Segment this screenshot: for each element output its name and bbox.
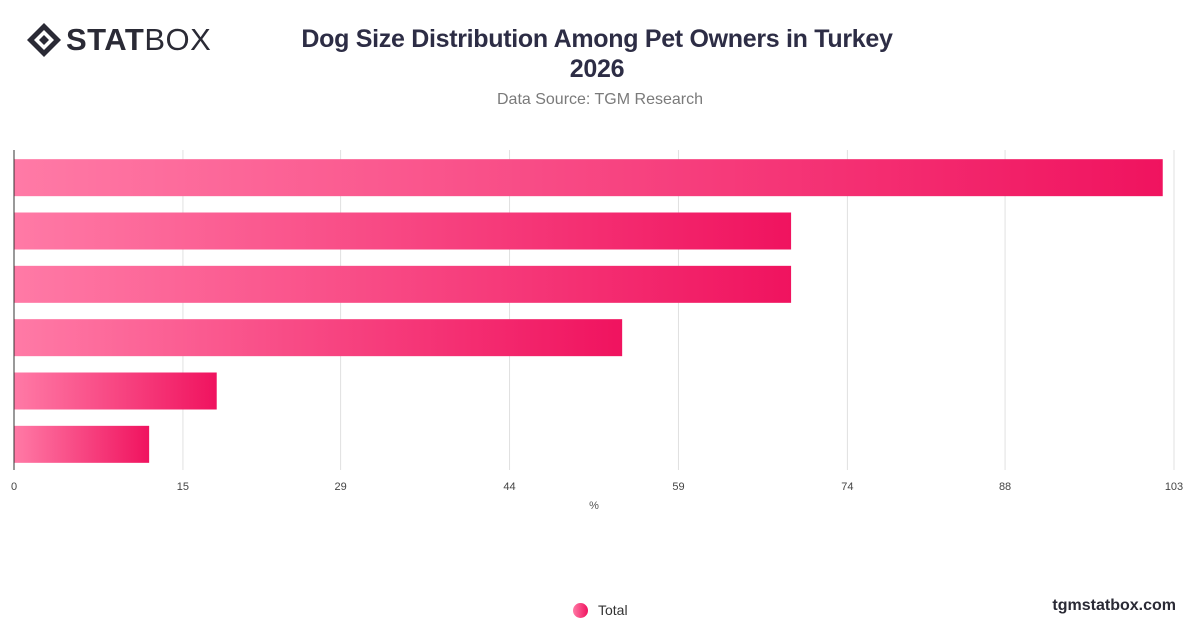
x-tick-labels: 0 15 29 44 59 74 88 103 (11, 481, 1183, 493)
x-tick-label: 88 (999, 481, 1011, 493)
bar-6[interactable] (14, 425, 150, 463)
legend-swatch (573, 602, 588, 618)
bar-3[interactable] (14, 265, 792, 303)
legend[interactable]: Total (573, 602, 628, 618)
chart-title-line-2: 2026 (569, 55, 625, 83)
bars (14, 159, 1163, 463)
logo-wordmark: STATBOX (66, 22, 211, 58)
x-tick-label: 59 (672, 481, 684, 493)
bar-4[interactable] (14, 319, 623, 357)
bar-1[interactable] (14, 159, 1163, 197)
x-tick-label: 44 (503, 481, 515, 493)
logo-text-bold: STAT (66, 22, 145, 57)
chart-title-line-1: Dog Size Distribution Among Pet Owners i… (301, 25, 893, 53)
x-tick-label: 15 (177, 481, 189, 493)
chart-subtitle: Data Source: TGM Research (496, 91, 703, 108)
x-axis-label: % (589, 500, 599, 512)
x-tick-label: 74 (841, 481, 853, 493)
chart-title: Dog Size Distribution Among Pet Owners i… (250, 24, 944, 84)
grid-lines (182, 150, 1175, 470)
bar-5[interactable] (14, 372, 217, 410)
x-tick-label: 0 (11, 481, 17, 493)
footer-url[interactable]: tgmstatbox.com (1052, 597, 1176, 614)
bar-2[interactable] (14, 212, 792, 250)
diamond-logo-icon (27, 23, 61, 57)
statbox-logo[interactable]: STATBOX (26, 22, 211, 58)
x-tick-label: 29 (334, 481, 346, 493)
logo-text-light: BOX (144, 22, 212, 57)
legend-label-total: Total (598, 602, 628, 618)
x-tick-label: 103 (1165, 481, 1183, 493)
